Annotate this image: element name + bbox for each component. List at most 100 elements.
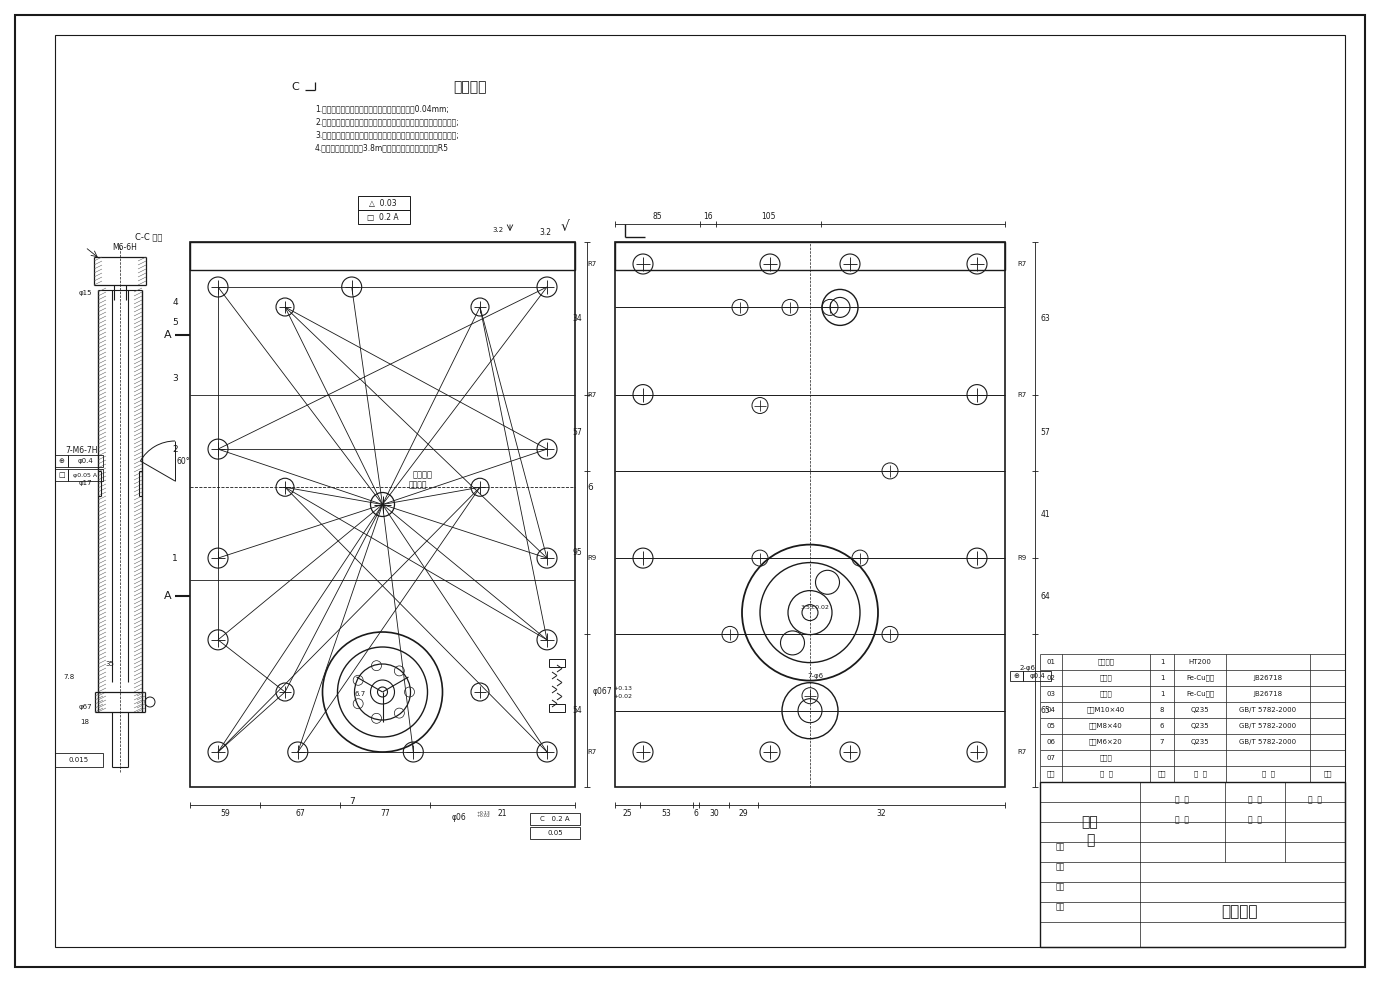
Text: 3.装配前所有的管道都必须进行腐蚀、酸洗、中和、水洗及防锈处理;: 3.装配前所有的管道都必须进行腐蚀、酸洗、中和、水洗及防锈处理;: [315, 130, 460, 139]
Bar: [615, 242, 1005, 787]
Text: 2: 2: [172, 445, 178, 454]
Text: A: A: [164, 330, 172, 340]
Text: 外转子: 外转子: [1100, 690, 1112, 697]
Text: 名  称: 名 称: [1100, 771, 1112, 778]
Text: 4: 4: [172, 298, 178, 306]
Text: 机油: 机油: [1082, 815, 1098, 829]
Text: φ0.05 A: φ0.05 A: [73, 472, 97, 477]
Bar: [615, 242, 1005, 270]
Text: 3.5±0.02: 3.5±0.02: [800, 605, 829, 610]
Text: 34: 34: [573, 314, 582, 323]
Text: 描绘: 描绘: [1056, 883, 1064, 892]
Text: +0.13: +0.13: [613, 685, 632, 690]
Text: 02: 02: [1046, 675, 1056, 681]
Text: 6: 6: [1159, 723, 1165, 729]
Text: M6-6H: M6-6H: [113, 243, 138, 251]
Text: □: □: [58, 472, 65, 478]
Text: 35: 35: [105, 661, 115, 667]
Text: Q235: Q235: [1191, 739, 1209, 745]
Text: 01: 01: [1046, 659, 1056, 665]
Text: 螺栓M10×40: 螺栓M10×40: [1087, 707, 1125, 713]
Text: ⊕: ⊕: [58, 458, 65, 464]
Bar: [68, 469, 104, 481]
Text: □  0.2 A: □ 0.2 A: [367, 212, 399, 222]
Text: Fe-Cu合金: Fe-Cu合金: [1185, 675, 1214, 682]
Text: Fe-Cu合金: Fe-Cu合金: [1185, 690, 1214, 697]
Text: φ0.4: φ0.4: [77, 458, 92, 464]
Text: 06: 06: [1046, 739, 1056, 745]
Text: GB/T 5782-2000: GB/T 5782-2000: [1239, 707, 1297, 713]
Text: 3: 3: [172, 374, 178, 383]
Bar: [68, 455, 104, 467]
Text: 25: 25: [622, 808, 632, 817]
Text: GB/T 5782-2000: GB/T 5782-2000: [1239, 739, 1297, 745]
Text: 05: 05: [1046, 723, 1056, 729]
Text: 序号: 序号: [1047, 771, 1056, 778]
Text: 1.转子齿轮端面与壳体及盖板之间的轴向间隙取0.04mm;: 1.转子齿轮端面与壳体及盖板之间的轴向间隙取0.04mm;: [315, 104, 448, 113]
Text: 5: 5: [172, 317, 178, 326]
Bar: [55, 753, 104, 767]
Text: 限压阀: 限压阀: [1100, 755, 1112, 761]
Text: 共  张: 共 张: [1308, 795, 1322, 804]
Text: 7.8: 7.8: [63, 674, 75, 680]
Bar: [530, 813, 580, 825]
Text: C: C: [291, 82, 299, 92]
Text: 设计: 设计: [1056, 843, 1064, 851]
Text: JB26718: JB26718: [1253, 691, 1282, 697]
Bar: [1010, 671, 1023, 681]
Text: 7-M6-7H: 7-M6-7H: [65, 446, 98, 455]
Text: 审阅: 审阅: [1056, 862, 1064, 871]
Text: 第  张: 第 张: [1248, 795, 1261, 804]
Bar: [530, 827, 580, 839]
Text: 1: 1: [1159, 691, 1165, 697]
Text: 3.2: 3.2: [540, 228, 551, 237]
Text: 日期: 日期: [1056, 902, 1064, 911]
Text: 7-φ6: 7-φ6: [807, 673, 822, 679]
Text: 1: 1: [172, 554, 178, 563]
Text: 6: 6: [694, 808, 698, 817]
Text: 105: 105: [762, 211, 776, 221]
Text: 机油泵壳: 机油泵壳: [1097, 659, 1115, 665]
Text: △  0.03: △ 0.03: [368, 198, 396, 207]
Bar: [55, 469, 68, 481]
Text: √: √: [560, 220, 570, 234]
Text: 30: 30: [709, 808, 719, 817]
Text: φ06: φ06: [453, 812, 466, 822]
Text: 数  量: 数 量: [1248, 815, 1261, 825]
Text: 41: 41: [1041, 510, 1050, 519]
Text: 数量: 数量: [1158, 771, 1166, 778]
Text: 所有筋板: 所有筋板: [408, 480, 426, 489]
Text: φ15: φ15: [79, 290, 91, 296]
Bar: [357, 210, 410, 224]
Text: R7: R7: [1017, 261, 1027, 267]
Text: φ17: φ17: [79, 480, 92, 486]
Bar: [357, 196, 410, 210]
Text: 29: 29: [738, 808, 748, 817]
Text: 螺栓M8×40: 螺栓M8×40: [1089, 723, 1123, 730]
Text: C   0.2 A: C 0.2 A: [540, 816, 570, 822]
Text: 1: 1: [1159, 675, 1165, 681]
Text: 32: 32: [876, 808, 886, 817]
Text: 标  准: 标 准: [1261, 771, 1275, 778]
Text: 内转子: 内转子: [1100, 675, 1112, 682]
Text: 21: 21: [498, 808, 508, 817]
Text: R7: R7: [1017, 749, 1027, 755]
Text: 备注: 备注: [1323, 771, 1332, 778]
Text: 7: 7: [1159, 739, 1165, 745]
Text: 材  料: 材 料: [1194, 771, 1206, 778]
Text: 67: 67: [295, 808, 305, 817]
Text: 4.所有箱板的厚度均为3.8m，未注明的铸造圆角的半径R5: 4.所有箱板的厚度均为3.8m，未注明的铸造圆角的半径R5: [315, 143, 448, 152]
Text: 03: 03: [1046, 691, 1056, 697]
Text: 7: 7: [349, 797, 356, 806]
Text: R9: R9: [1017, 555, 1027, 561]
Text: 比  例: 比 例: [1174, 815, 1190, 825]
Text: JB26718: JB26718: [1253, 675, 1282, 681]
Text: 04: 04: [1046, 707, 1056, 713]
Text: 8: 8: [1159, 707, 1165, 713]
Text: ⊕: ⊕: [1013, 673, 1020, 679]
Text: 65: 65: [1041, 706, 1050, 715]
Text: 16: 16: [704, 211, 713, 221]
Text: +0.02: +0.02: [613, 693, 632, 698]
Text: 毕业设计: 毕业设计: [1221, 904, 1259, 919]
Text: 64: 64: [1041, 592, 1050, 601]
